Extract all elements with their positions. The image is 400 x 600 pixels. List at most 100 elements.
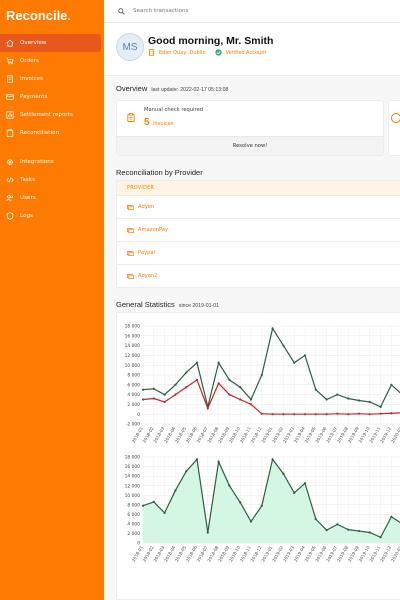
data-point xyxy=(163,400,166,404)
search-icon xyxy=(118,7,125,15)
provider-row[interactable]: Adyen xyxy=(117,195,400,218)
app-logo[interactable]: Reconcile. xyxy=(6,8,72,23)
verified-check-icon xyxy=(214,49,222,56)
location-text: Eden Quay, Dublin xyxy=(159,49,206,56)
data-point xyxy=(347,413,350,416)
data-point xyxy=(357,529,361,533)
y-tick-label: -2 000 xyxy=(126,422,140,428)
stats-charts: -2 000 0 2 000 4 000 6 000 8 000 10 000 12 000 1… xyxy=(116,312,400,600)
avatar[interactable]: MS xyxy=(116,33,144,61)
sidebar-item-logs[interactable]: Logs xyxy=(0,207,101,225)
data-point xyxy=(239,386,242,389)
data-point xyxy=(174,393,177,396)
sidebar-item-label: Integrations xyxy=(20,159,54,165)
sidebar-item-tasks[interactable]: Tasks xyxy=(0,171,101,189)
data-point xyxy=(239,501,242,504)
data-point xyxy=(390,412,393,415)
data-point xyxy=(185,371,188,374)
series-line xyxy=(142,458,400,539)
data-point xyxy=(314,518,317,521)
users-icon xyxy=(6,194,14,202)
y-tick-label: 8 000 xyxy=(127,373,140,379)
cart-icon xyxy=(6,57,14,65)
manual-check-card: Manual check required 5 invoices Resolve… xyxy=(116,100,384,156)
data-point xyxy=(185,386,188,389)
data-point xyxy=(325,398,328,401)
verified-text: Verified Account xyxy=(225,49,267,56)
data-point xyxy=(379,536,382,539)
series-line xyxy=(142,326,400,408)
data-point xyxy=(293,361,296,364)
overview-card-secondary xyxy=(388,100,400,156)
y-tick-label: 6 000 xyxy=(127,382,140,388)
provider-row[interactable]: AmazonPay xyxy=(117,218,400,241)
data-point xyxy=(271,413,274,416)
greeting-panel: MS Good morning, Mr. Smith Eden Quay, Du… xyxy=(104,23,400,76)
sidebar-item-payments[interactable]: Payments xyxy=(0,88,101,106)
manual-check-count: 5 xyxy=(144,117,150,128)
search-input[interactable] xyxy=(131,7,335,15)
data-point xyxy=(303,413,307,416)
sidebar-item-label: Settlement reports xyxy=(20,112,73,118)
data-point xyxy=(282,413,285,416)
data-point xyxy=(249,403,253,406)
sidebar-item-orders[interactable]: Orders xyxy=(0,52,101,70)
sidebar-item-invoices[interactable]: Invoices xyxy=(0,70,101,88)
gear-icon xyxy=(6,158,14,166)
data-point xyxy=(228,484,231,487)
x-tick-label: 2020-01 xyxy=(390,545,400,563)
data-point xyxy=(195,361,199,364)
report-icon xyxy=(6,111,14,119)
provider-row[interactable]: Paypal xyxy=(117,241,400,264)
sidebar-item-integrations[interactable]: Integrations xyxy=(0,153,101,171)
data-point xyxy=(282,472,285,475)
data-point xyxy=(228,393,231,396)
stats-title: General Statistics since 2019-01-01 xyxy=(116,300,219,309)
data-point xyxy=(336,412,339,415)
sidebar-item-label: Logs xyxy=(20,213,33,219)
data-point xyxy=(390,383,393,386)
data-point xyxy=(271,327,274,330)
data-point xyxy=(195,458,199,461)
data-point xyxy=(206,531,209,534)
data-point xyxy=(260,412,263,415)
data-point xyxy=(314,413,317,416)
y-tick-label: 14 000 xyxy=(125,474,141,480)
sidebar-item-label: Reconciliation xyxy=(20,130,60,136)
data-point xyxy=(368,413,371,416)
data-point xyxy=(185,470,188,473)
data-point xyxy=(357,399,361,402)
y-tick-label: 16 000 xyxy=(125,464,141,470)
data-point xyxy=(249,520,253,523)
y-tick-label: 12 000 xyxy=(125,353,141,359)
provider-row[interactable]: Adyen2 xyxy=(117,264,400,287)
data-point xyxy=(174,383,177,386)
main-content: MS Good morning, Mr. Smith Eden Quay, Du… xyxy=(104,0,400,600)
providers-title: Reconciliation by Provider xyxy=(116,168,203,177)
y-tick-label: 6 000 xyxy=(127,512,140,518)
data-point xyxy=(260,504,263,507)
sidebar-item-reconciliation[interactable]: Reconciliation xyxy=(0,124,101,142)
data-point xyxy=(390,515,393,518)
data-point xyxy=(336,393,339,396)
data-point xyxy=(249,398,253,401)
series-area xyxy=(143,459,400,543)
invoice-icon xyxy=(6,75,14,83)
data-point xyxy=(206,407,209,410)
data-point xyxy=(141,398,145,401)
data-point xyxy=(195,378,199,381)
sidebar-item-overview[interactable]: Overview xyxy=(0,34,101,52)
data-point xyxy=(152,500,155,504)
y-tick-label: 10 000 xyxy=(125,493,141,499)
provider-name: Adyen xyxy=(138,204,155,210)
data-point xyxy=(217,382,220,385)
sidebar-item-settlement-reports[interactable]: Settlement reports xyxy=(0,106,101,124)
clock-icon xyxy=(391,113,400,123)
data-point xyxy=(217,361,220,364)
data-point xyxy=(163,393,166,396)
y-tick-label: 12 000 xyxy=(125,483,141,489)
y-tick-label: 2 000 xyxy=(127,402,140,408)
resolve-now-button[interactable]: Resolve now! xyxy=(117,136,383,155)
sidebar-item-users[interactable]: Users xyxy=(0,189,101,207)
data-point xyxy=(239,398,242,401)
